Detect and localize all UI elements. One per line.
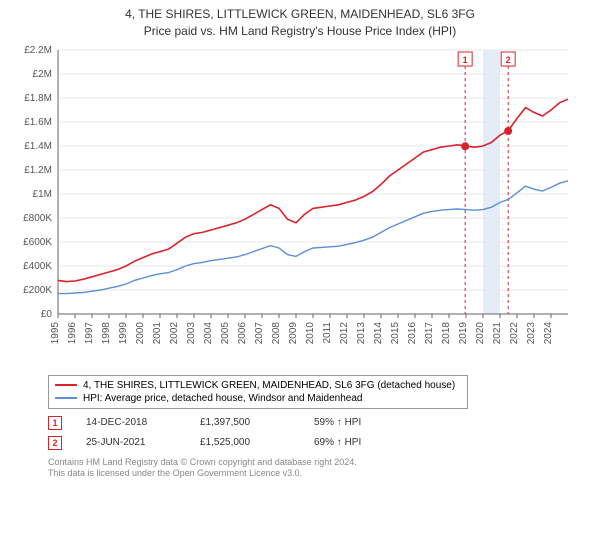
svg-text:2011: 2011: [322, 321, 333, 343]
event-pct: 59% ↑ HPI: [314, 417, 404, 428]
svg-text:2016: 2016: [407, 321, 418, 344]
svg-text:2023: 2023: [526, 321, 537, 344]
legend-swatch: [55, 384, 77, 386]
legend-item: HPI: Average price, detached house, Wind…: [55, 392, 461, 405]
footnote-line2: This data is licensed under the Open Gov…: [48, 468, 590, 480]
svg-text:£200K: £200K: [23, 285, 52, 296]
svg-text:£2M: £2M: [33, 69, 52, 80]
svg-text:£1.6M: £1.6M: [24, 117, 52, 128]
chart-title-line1: 4, THE SHIRES, LITTLEWICK GREEN, MAIDENH…: [10, 6, 590, 23]
chart-title-line2: Price paid vs. HM Land Registry's House …: [10, 23, 590, 40]
svg-text:1996: 1996: [67, 321, 78, 344]
event-price: £1,525,000: [200, 437, 290, 448]
svg-text:2020: 2020: [475, 321, 486, 344]
svg-text:2002: 2002: [169, 321, 180, 344]
legend-item: 4, THE SHIRES, LITTLEWICK GREEN, MAIDENH…: [55, 379, 461, 392]
legend: 4, THE SHIRES, LITTLEWICK GREEN, MAIDENH…: [48, 375, 468, 409]
svg-text:£800K: £800K: [23, 213, 52, 224]
svg-text:2008: 2008: [271, 321, 282, 344]
svg-text:£400K: £400K: [23, 261, 52, 272]
svg-text:1: 1: [463, 55, 468, 65]
svg-text:2019: 2019: [458, 321, 469, 344]
line-chart-svg: £0 £200K £400K £600K £800K £1M £1.2M £1.4M £1.6M…: [10, 44, 570, 364]
event-date: 25-JUN-2021: [86, 437, 176, 448]
svg-text:£1.4M: £1.4M: [24, 141, 52, 152]
svg-text:£1.8M: £1.8M: [24, 93, 52, 104]
svg-text:2010: 2010: [305, 321, 316, 344]
svg-text:2015: 2015: [390, 321, 401, 344]
svg-text:£2.2M: £2.2M: [24, 45, 52, 56]
event-marker-box: 2: [48, 436, 62, 450]
svg-text:£1M: £1M: [33, 189, 52, 200]
svg-text:£0: £0: [41, 309, 53, 320]
svg-text:2001: 2001: [152, 321, 163, 344]
svg-text:1998: 1998: [101, 321, 112, 344]
svg-text:2012: 2012: [339, 321, 350, 344]
footnote: Contains HM Land Registry data © Crown c…: [48, 457, 590, 480]
svg-text:2017: 2017: [424, 321, 435, 344]
svg-text:2: 2: [506, 55, 511, 65]
legend-swatch: [55, 397, 77, 399]
chart-area: £0 £200K £400K £600K £800K £1M £1.2M £1.4M £1.6M…: [10, 44, 590, 369]
svg-text:1995: 1995: [50, 321, 61, 344]
svg-text:2022: 2022: [509, 321, 520, 344]
footnote-line1: Contains HM Land Registry data © Crown c…: [48, 457, 590, 469]
svg-text:2014: 2014: [373, 321, 384, 344]
event-table: 1 14-DEC-2018 £1,397,500 59% ↑ HPI 2 25-JUN-2…: [48, 413, 590, 453]
svg-text:2009: 2009: [288, 321, 299, 344]
legend-label: 4, THE SHIRES, LITTLEWICK GREEN, MAIDENH…: [83, 380, 455, 391]
svg-text:2000: 2000: [135, 321, 146, 344]
event-price: £1,397,500: [200, 417, 290, 428]
event-row: 2 25-JUN-2021 £1,525,000 69% ↑ HPI: [48, 433, 590, 453]
legend-label: HPI: Average price, detached house, Wind…: [83, 393, 362, 404]
svg-text:£600K: £600K: [23, 237, 52, 248]
svg-text:2006: 2006: [237, 321, 248, 344]
svg-text:2018: 2018: [441, 321, 452, 344]
svg-text:2005: 2005: [220, 321, 231, 344]
svg-text:1997: 1997: [84, 321, 95, 344]
event-pct: 69% ↑ HPI: [314, 437, 404, 448]
svg-text:1999: 1999: [118, 321, 129, 344]
svg-text:2024: 2024: [543, 321, 554, 344]
svg-text:2004: 2004: [203, 321, 214, 344]
event-marker-box: 1: [48, 416, 62, 430]
svg-text:2013: 2013: [356, 321, 367, 344]
svg-text:£1.2M: £1.2M: [24, 165, 52, 176]
svg-text:2003: 2003: [186, 321, 197, 344]
event-row: 1 14-DEC-2018 £1,397,500 59% ↑ HPI: [48, 413, 590, 433]
svg-text:2007: 2007: [254, 321, 265, 344]
event-date: 14-DEC-2018: [86, 417, 176, 428]
svg-text:2021: 2021: [492, 321, 503, 344]
